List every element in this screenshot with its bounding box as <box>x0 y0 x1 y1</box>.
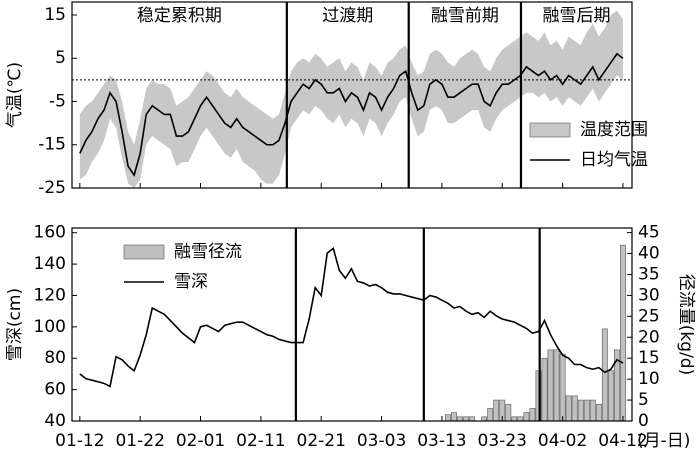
runoff-bar <box>595 403 602 422</box>
y-axis-label: 气温(℃) <box>5 62 25 128</box>
runoff-bar <box>620 244 626 422</box>
y-tick-label: -25 <box>38 178 66 198</box>
runoff-bar <box>607 370 614 422</box>
y2-tick-label: 15 <box>638 348 660 368</box>
runoff-bar <box>547 349 554 422</box>
runoff-bar <box>487 408 494 422</box>
x-tick-label: 02-21 <box>297 431 346 451</box>
runoff-bar <box>445 414 451 422</box>
runoff-bar <box>571 395 578 422</box>
runoff-bar <box>541 357 548 422</box>
y-axis-label: 雪深(cm) <box>5 288 25 361</box>
period-label: 稳定累积期 <box>137 6 222 26</box>
runoff-bar <box>553 349 560 422</box>
legend-label: 雪深 <box>174 272 208 292</box>
runoff-bar <box>457 416 463 422</box>
y-tick-label: 15 <box>44 5 66 25</box>
legend-swatch <box>123 244 165 260</box>
y2-tick-label: 5 <box>638 390 649 410</box>
x-tick-label: 03-23 <box>478 431 527 451</box>
runoff-bar <box>559 353 566 422</box>
x-tick-label: 04-12 <box>598 431 647 451</box>
y-tick-label: 140 <box>34 254 66 274</box>
y-tick-label: 60 <box>44 380 66 400</box>
period-label: 融雪后期 <box>542 6 610 26</box>
temperature-band <box>79 10 623 188</box>
y-tick-label: -15 <box>38 135 66 155</box>
legend-swatch <box>529 122 571 138</box>
y2-tick-label: 35 <box>638 264 660 284</box>
y-tick-label: 5 <box>55 48 66 68</box>
line <box>79 52 624 177</box>
x-tick-label: 03-13 <box>417 431 466 451</box>
y2-tick-label: 10 <box>638 369 660 389</box>
y2-tick-label: 25 <box>638 306 660 326</box>
legend-label: 温度范围 <box>580 120 648 140</box>
runoff-bar <box>505 403 512 422</box>
y-tick-label: 80 <box>44 348 66 368</box>
y2-tick-label: 45 <box>638 223 660 243</box>
period-label: 融雪前期 <box>431 6 499 26</box>
x-axis-label: (月-日) <box>637 431 690 451</box>
runoff-bar <box>523 412 530 422</box>
runoff-bar <box>517 416 524 422</box>
line <box>79 247 624 388</box>
runoff-bar <box>589 399 596 422</box>
runoff-bar <box>451 412 457 422</box>
runoff-bar <box>565 395 572 422</box>
runoff-bar <box>511 416 518 422</box>
runoff-bar <box>577 399 584 422</box>
y-tick-label: 160 <box>34 223 66 243</box>
runoff-bar <box>601 328 608 422</box>
y2-tick-label: 30 <box>638 285 660 305</box>
plot-frame <box>71 227 633 422</box>
x-tick-label: 01-22 <box>115 431 164 451</box>
y2-axis-label: 径流量(kg/d) <box>676 274 696 375</box>
runoff-bar <box>469 416 475 422</box>
x-tick-label: 03-03 <box>357 431 406 451</box>
legend-label: 融雪径流 <box>174 242 242 262</box>
y2-tick-label: 40 <box>638 244 660 264</box>
y-tick-label: 100 <box>34 317 66 337</box>
plot-frame <box>71 1 633 189</box>
y2-tick-label: 20 <box>638 327 660 347</box>
y-tick-label: 120 <box>34 285 66 305</box>
y-tick-label: 40 <box>44 411 66 431</box>
x-tick-label: 04-02 <box>538 431 587 451</box>
y-tick-label: -5 <box>49 91 66 111</box>
runoff-bar <box>583 399 590 422</box>
y2-tick-label: 0 <box>638 411 649 431</box>
x-tick-label: 01-12 <box>55 431 104 451</box>
legend-label: 日均气温 <box>580 150 648 170</box>
x-tick-label: 02-01 <box>176 431 225 451</box>
x-tick-label: 02-11 <box>236 431 285 451</box>
runoff-bar <box>463 416 469 422</box>
runoff-bar <box>493 399 500 422</box>
runoff-bar <box>529 408 536 422</box>
period-label: 过渡期 <box>322 6 373 26</box>
runoff-bar <box>481 416 488 422</box>
